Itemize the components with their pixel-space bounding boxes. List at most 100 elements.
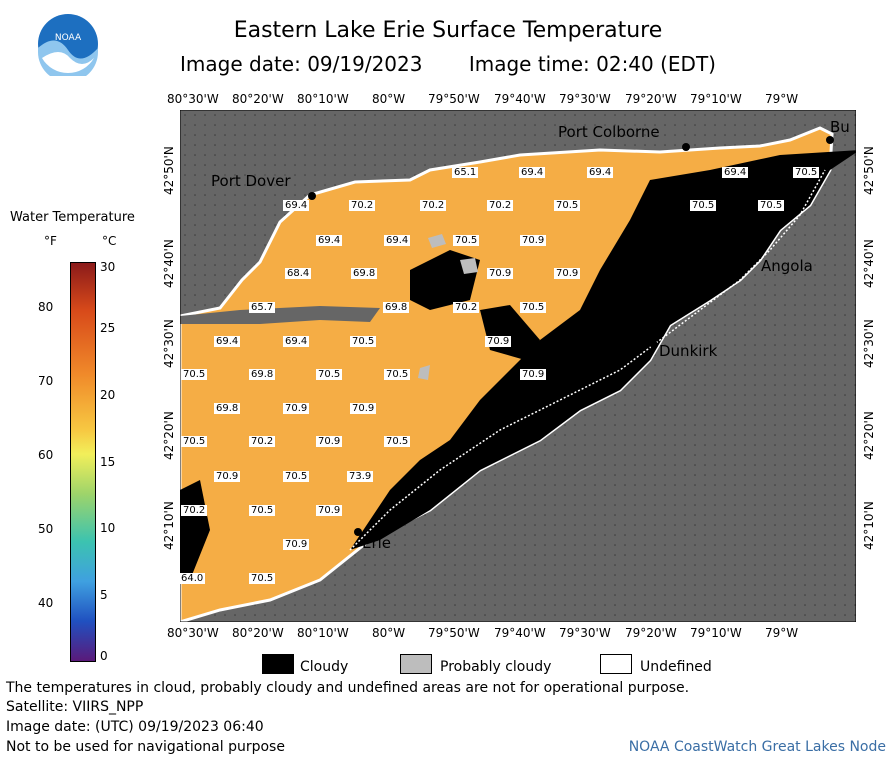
lon-tick-bottom: 80°W <box>372 626 406 640</box>
temp-label: 69.8 <box>214 403 241 414</box>
lat-tick-left: 42°40'N <box>162 239 176 288</box>
temp-label: 69.8 <box>249 369 276 380</box>
temp-label: 65.1 <box>452 167 479 178</box>
map-subtitle: Image date: 09/19/2023 Image time: 02:40… <box>0 52 896 76</box>
legend-c-tick: 0 <box>100 649 108 663</box>
temp-label: 70.9 <box>283 403 310 414</box>
temp-label: 70.9 <box>316 505 343 516</box>
temp-label: 70.9 <box>520 369 547 380</box>
temp-label: 70.2 <box>420 200 447 211</box>
footer-node: NOAA CoastWatch Great Lakes Node <box>628 739 886 755</box>
probably-cloudy-area <box>418 365 430 380</box>
cloud-area <box>350 150 856 550</box>
temp-label: 70.5 <box>384 369 411 380</box>
lon-tick-bottom: 79°20'W <box>625 626 677 640</box>
key-undefined-swatch <box>600 654 632 674</box>
legend-c-tick: 15 <box>100 455 116 469</box>
temp-label: 64.0 <box>179 573 206 584</box>
city-marker <box>826 136 834 144</box>
legend-f-tick: 70 <box>38 374 54 388</box>
city-label-erie: Erie <box>362 534 392 552</box>
temp-label: 70.2 <box>181 505 208 516</box>
lon-tick-top: 79°30'W <box>559 92 611 106</box>
legend-c-tick: 10 <box>100 521 116 535</box>
temp-label: 70.5 <box>690 200 717 211</box>
legend-unit-f: °F <box>44 234 57 248</box>
probably-cloudy-area <box>428 234 446 248</box>
temp-label: 70.9 <box>283 539 310 550</box>
lon-tick-bottom: 79°40'W <box>494 626 546 640</box>
lat-tick-right: 42°40'N <box>862 239 876 288</box>
footer-utc: Image date: (UTC) 09/19/2023 06:40 <box>6 719 264 735</box>
temp-label: 70.5 <box>283 471 310 482</box>
lat-tick-left: 42°50'N <box>162 146 176 195</box>
lon-tick-top: 80°W <box>372 92 406 106</box>
legend-f-tick: 80 <box>38 300 54 314</box>
legend-f-tick: 40 <box>38 596 54 610</box>
temp-label: 70.9 <box>350 403 377 414</box>
temp-label: 70.2 <box>453 302 480 313</box>
lon-tick-top: 80°20'W <box>232 92 284 106</box>
temp-label: 70.5 <box>384 436 411 447</box>
temp-label: 69.8 <box>383 302 410 313</box>
city-label-angola: Angola <box>761 257 813 275</box>
city-marker <box>682 143 690 151</box>
key-undefined-label: Undefined <box>640 659 712 675</box>
city-label-buffalo: Bu <box>830 118 850 136</box>
temp-label: 70.9 <box>487 268 514 279</box>
lat-tick-left: 42°30'N <box>162 319 176 368</box>
temp-label: 70.5 <box>181 436 208 447</box>
map-title: Eastern Lake Erie Surface Temperature <box>233 18 663 43</box>
temp-label: 70.9 <box>554 268 581 279</box>
lon-tick-bottom: 79°W <box>765 626 799 640</box>
legend-f-tick: 50 <box>38 522 54 536</box>
temp-label: 69.8 <box>351 268 378 279</box>
image-date: Image date: 09/19/2023 <box>180 52 423 76</box>
lon-tick-bottom: 79°50'W <box>428 626 480 640</box>
temp-label: 70.9 <box>485 336 512 347</box>
legend-unit-c: °C <box>102 234 117 248</box>
lon-tick-top: 80°10'W <box>297 92 349 106</box>
lon-tick-top: 79°20'W <box>625 92 677 106</box>
probably-cloudy-area <box>460 258 478 274</box>
footer-satellite: Satellite: VIIRS_NPP <box>6 699 144 715</box>
lon-tick-top: 79°50'W <box>428 92 480 106</box>
temp-label: 70.5 <box>520 302 547 313</box>
logo-text: NOAA <box>55 33 82 43</box>
temp-label: 70.5 <box>453 235 480 246</box>
lat-tick-right: 42°30'N <box>862 319 876 368</box>
temp-label: 70.5 <box>350 336 377 347</box>
temp-label: 73.9 <box>347 471 374 482</box>
lon-tick-top: 79°40'W <box>494 92 546 106</box>
temp-label: 70.5 <box>554 200 581 211</box>
temp-label: 65.7 <box>249 302 276 313</box>
legend-c-tick: 5 <box>100 588 108 602</box>
legend-c-tick: 30 <box>100 260 116 274</box>
temp-label: 70.2 <box>349 200 376 211</box>
city-label-port-dover: Port Dover <box>211 172 291 190</box>
lat-tick-left: 42°20'N <box>162 411 176 460</box>
key-cloudy-swatch <box>262 654 294 674</box>
key-probably-cloudy-swatch <box>400 654 432 674</box>
lat-tick-right: 42°20'N <box>862 411 876 460</box>
lat-tick-right: 42°10'N <box>862 501 876 550</box>
lon-tick-top: 79°W <box>765 92 799 106</box>
long-point-land <box>180 306 380 324</box>
footer-nav: Not to be used for navigational purpose <box>6 739 285 755</box>
lat-tick-right: 42°50'N <box>862 146 876 195</box>
legend-title: Water Temperature <box>10 210 135 225</box>
city-marker <box>354 528 362 536</box>
city-marker <box>754 249 762 257</box>
city-marker <box>308 192 316 200</box>
city-marker <box>650 341 658 349</box>
lat-tick-left: 42°10'N <box>162 501 176 550</box>
temp-label: 70.9 <box>214 471 241 482</box>
temp-label: 70.2 <box>249 436 276 447</box>
lon-tick-bottom: 79°10'W <box>690 626 742 640</box>
lon-tick-bottom: 80°20'W <box>232 626 284 640</box>
footer-disclaimer: The temperatures in cloud, probably clou… <box>6 680 690 696</box>
temp-label: 70.5 <box>758 200 785 211</box>
city-label-dunkirk: Dunkirk <box>659 342 718 360</box>
lon-tick-bottom: 80°10'W <box>297 626 349 640</box>
lon-tick-top: 79°10'W <box>690 92 742 106</box>
